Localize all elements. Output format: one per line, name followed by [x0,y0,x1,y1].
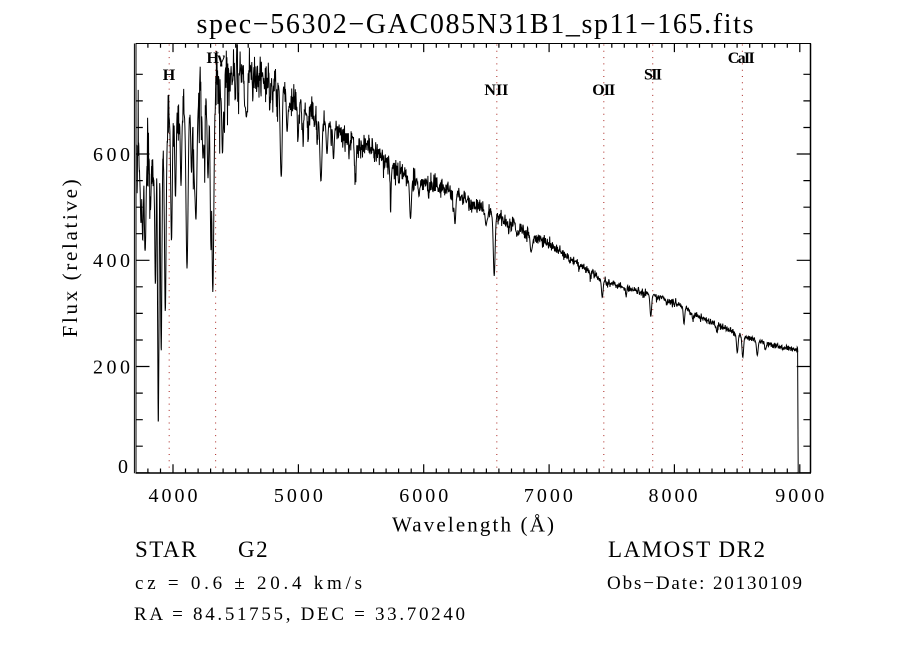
svg-text:Hγ: Hγ [206,50,225,67]
svg-text:STAR: STAR [135,537,198,562]
svg-text:cz = 0.6 ± 20.4 km/s: cz = 0.6 ± 20.4 km/s [135,573,362,594]
svg-text:600: 600 [93,144,130,166]
svg-text:NII: NII [484,82,508,99]
svg-text:CaII: CaII [728,50,755,67]
svg-text:SII: SII [644,67,662,84]
svg-text:0: 0 [118,456,128,478]
svg-text:spec−56302−GAC085N31B1_sp11−16: spec−56302−GAC085N31B1_sp11−165.fits [197,9,754,40]
svg-text:Wavelength (Å): Wavelength (Å) [392,513,554,537]
svg-text:400: 400 [93,250,130,272]
svg-text:H: H [163,67,176,84]
svg-text:LAMOST DR2: LAMOST DR2 [608,537,765,562]
svg-text:OII: OII [592,82,615,99]
svg-text:G2: G2 [238,537,269,562]
svg-text:200: 200 [93,356,130,378]
svg-text:Flux (relative): Flux (relative) [58,179,82,337]
